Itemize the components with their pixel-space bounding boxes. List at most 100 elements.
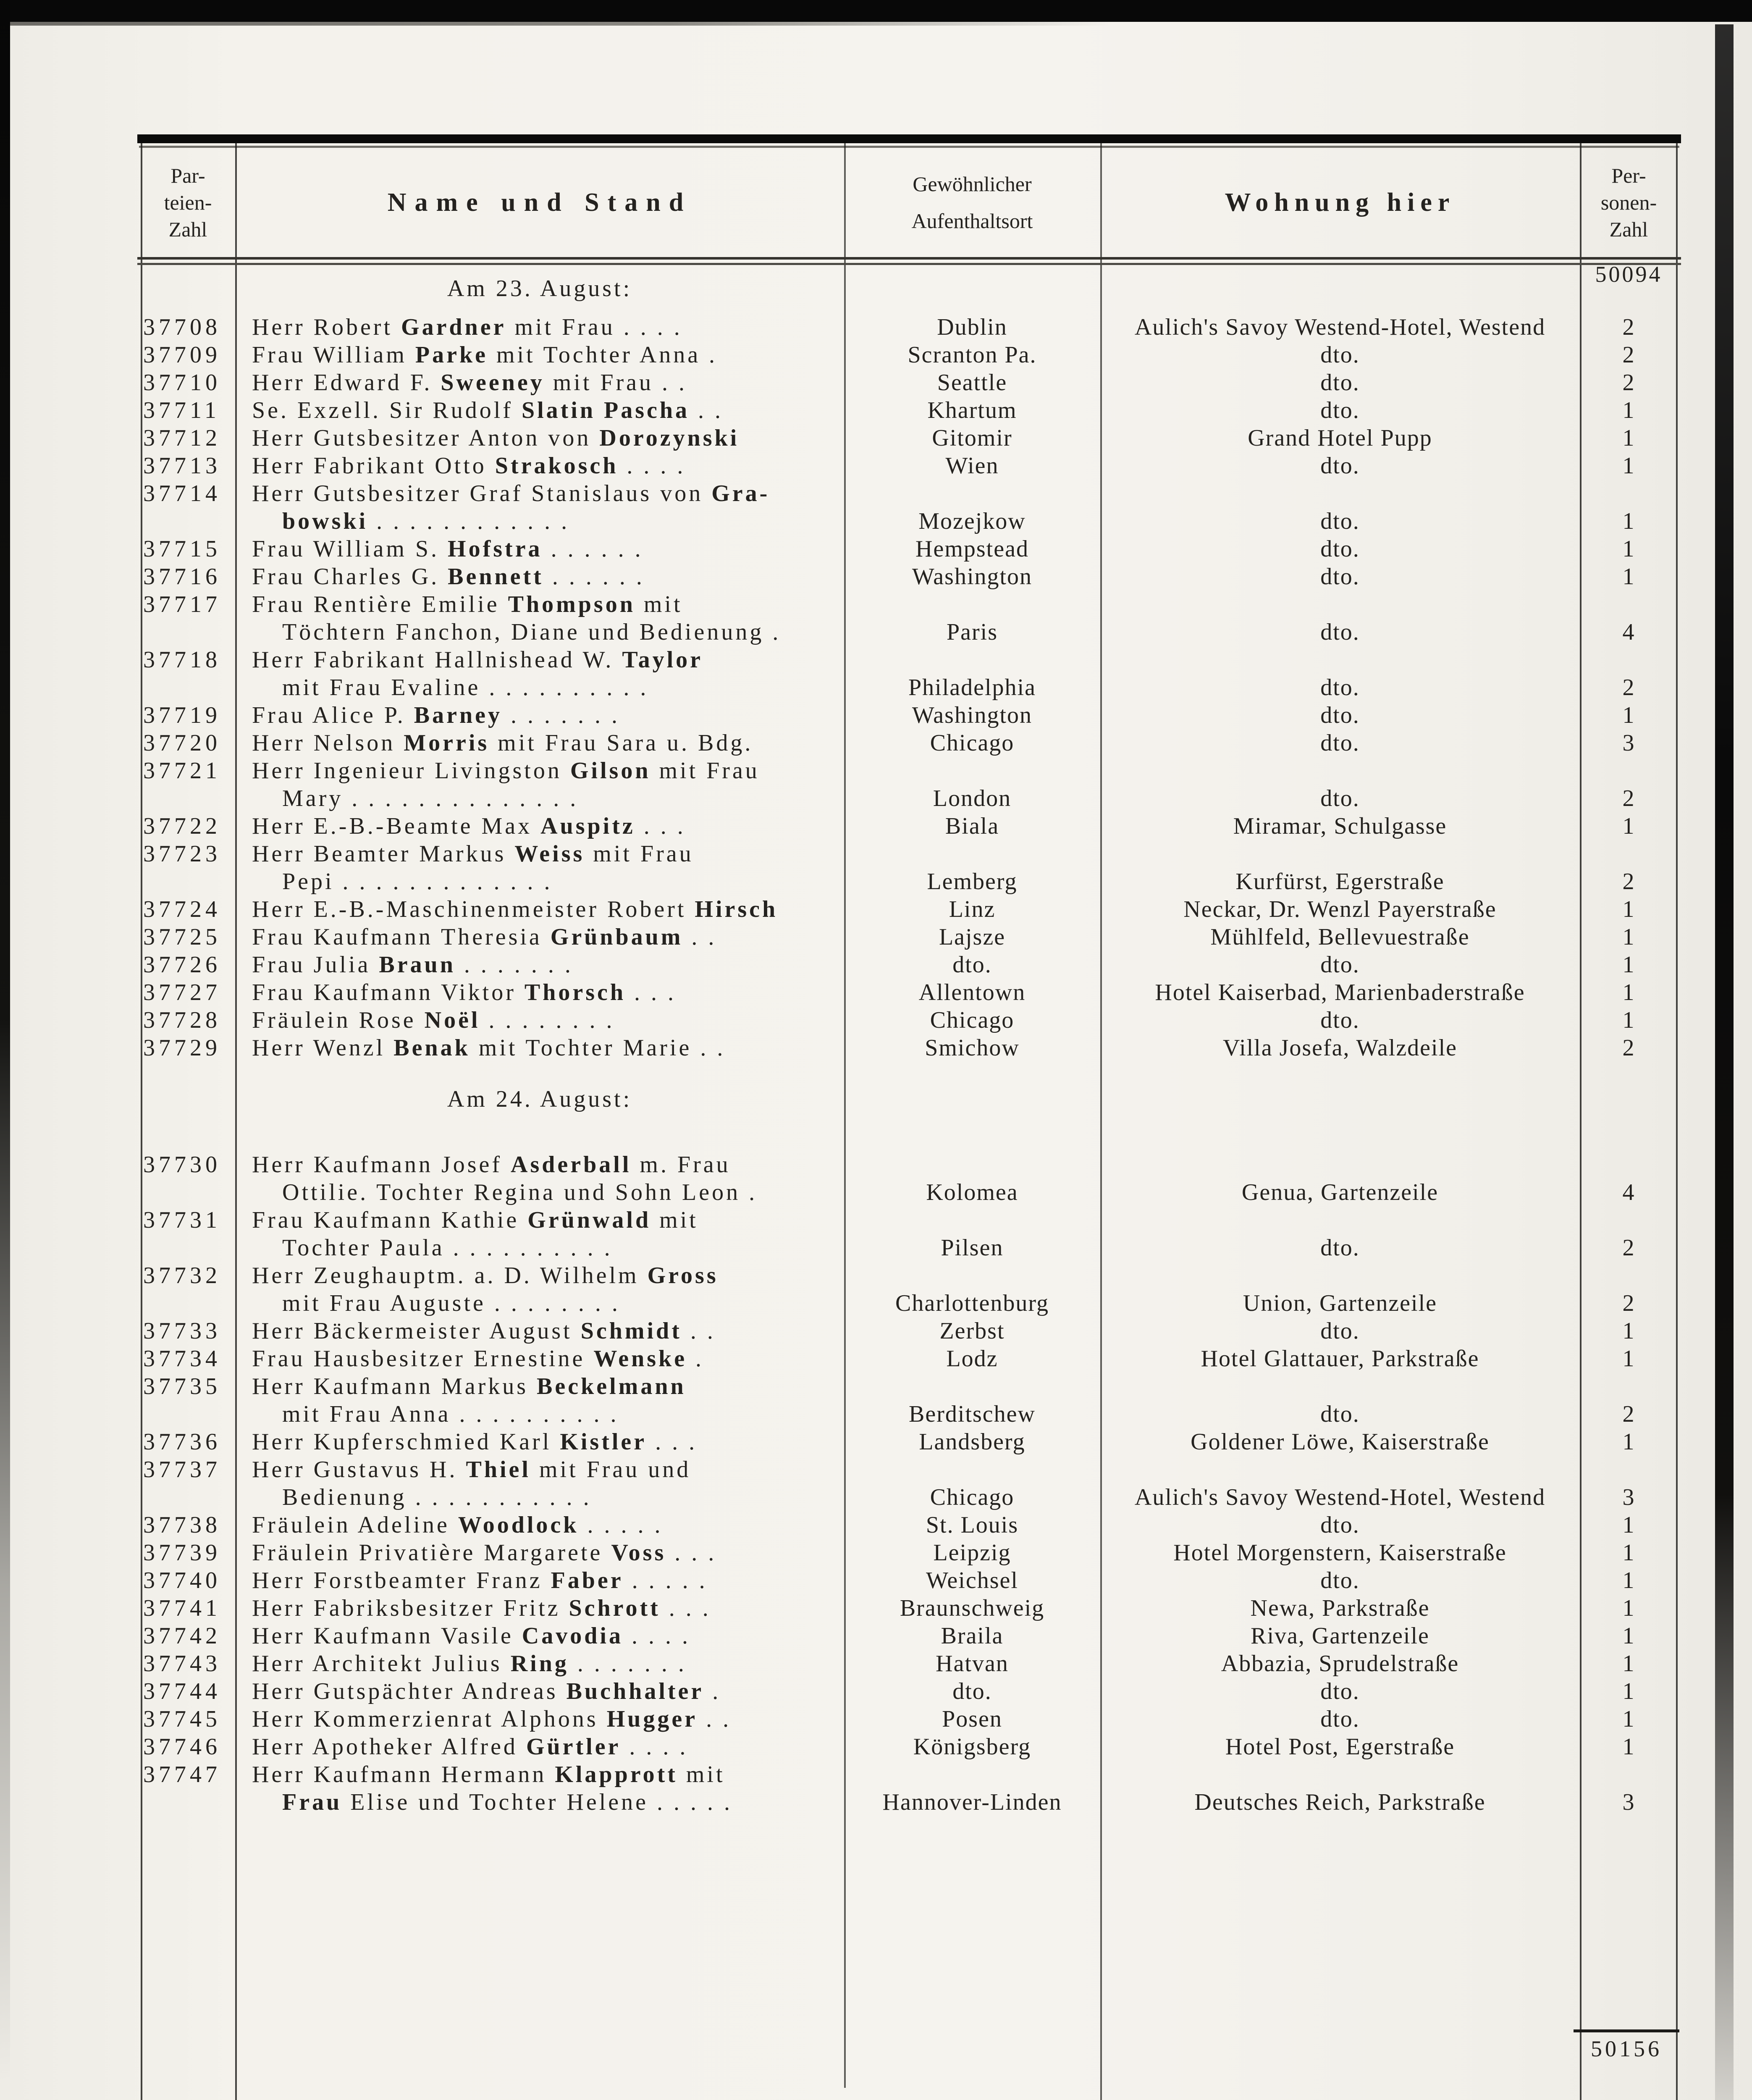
parteien-zahl-cell: 37714 xyxy=(143,480,221,507)
personen-zahl-cell: 1 xyxy=(1622,1651,1635,1677)
table-row: 37728 Fräulein Rose Noël . . . . . . . . C… xyxy=(141,1006,1678,1034)
name-line: Herr Architekt Julius Ring . . . . . . . xyxy=(252,1650,844,1677)
wohnung-cell: Mühlfeld, Bellevuestraße xyxy=(1210,924,1470,950)
table-row: 37708 Herr Robert Gardner mit Frau . . . … xyxy=(141,313,1678,341)
name-line: Herr Zeughauptm. a. D. Wilhelm Gross xyxy=(252,1262,844,1289)
name-text: . . . . . xyxy=(579,1512,663,1538)
name-cell: Frau William Parke mit Tochter Anna . xyxy=(235,341,844,369)
name-cell: Herr Fabriksbesitzer Fritz Schrott . . . xyxy=(235,1594,844,1622)
aufenthaltsort-cell: Smichow xyxy=(925,1035,1020,1061)
aufenthaltsort-cell: Paris xyxy=(947,619,998,645)
personen-zahl-cell: 1 xyxy=(1622,1623,1635,1649)
personen-zahl-cell: 1 xyxy=(1622,564,1635,590)
surname-bold: Barney xyxy=(414,702,502,728)
name-text: Herr Kaufmann Vasile xyxy=(252,1623,522,1649)
wohnung-cell: dto. xyxy=(1320,1235,1360,1261)
aufenthaltsort-cell: Seattle xyxy=(937,370,1007,396)
table-left-border xyxy=(141,143,142,2100)
name-text: Herr Beamter Markus xyxy=(252,841,515,867)
name-text: mit Frau Anna . . . . . . . . . . xyxy=(282,1401,619,1427)
header-label-line: Zahl xyxy=(168,218,207,241)
aufenthaltsort-cell: Allentown xyxy=(918,979,1026,1005)
name-cell: Frau Julia Braun . . . . . . . xyxy=(235,951,844,979)
surname-bold: Auspitz xyxy=(540,813,635,839)
name-text: Herr E.-B.-Beamte Max xyxy=(252,813,541,839)
name-cell: Herr Kaufmann Markus Beckelmann mit Frau … xyxy=(235,1373,844,1428)
name-text: . . . . . . . xyxy=(502,702,620,728)
surname-bold: Gürtler xyxy=(526,1734,621,1760)
name-line: Frau Elise und Tochter Helene . . . . . xyxy=(252,1788,844,1816)
wohnung-cell: Deutsches Reich, Parkstraße xyxy=(1194,1789,1486,1815)
name-line: Se. Exzell. Sir Rudolf Slatin Pascha . . xyxy=(252,396,844,424)
scan-edge-right xyxy=(1715,24,1734,2100)
name-line: Herr E.-B.-Beamte Max Auspitz . . . xyxy=(252,812,844,840)
name-text: Herr Nelson xyxy=(252,730,404,756)
name-cell: Herr E.-B.-Maschinenmeister Robert Hirsc… xyxy=(235,895,844,923)
name-cell: Herr Kupferschmied Karl Kistler . . . xyxy=(235,1428,844,1456)
name-line: Herr Kaufmann Vasile Cavodia . . . . xyxy=(252,1622,844,1650)
name-cell: Herr Kaufmann Vasile Cavodia . . . . xyxy=(235,1622,844,1650)
name-text: Herr Wenzl xyxy=(252,1035,394,1061)
surname-bold: Weiss xyxy=(514,841,585,867)
name-text: . xyxy=(704,1678,721,1704)
surname-bold: Voss xyxy=(611,1540,666,1566)
wohnung-cell: Newa, Parkstraße xyxy=(1250,1595,1430,1621)
surname-bold: Bennett xyxy=(448,564,544,590)
table-row: 37739 Fräulein Privatière Margarete Voss … xyxy=(141,1539,1678,1567)
wohnung-cell: dto. xyxy=(1320,564,1360,590)
name-text: Herr Gutsbesitzer Graf Stanislaus von xyxy=(252,480,712,507)
wohnung-cell: dto. xyxy=(1320,785,1360,811)
wohnung-cell: Neckar, Dr. Wenzl Payerstraße xyxy=(1183,896,1497,922)
surname-bold: Thiel xyxy=(466,1457,531,1483)
name-text: . . . . xyxy=(621,1734,688,1760)
parteien-zahl-cell: 37737 xyxy=(143,1457,221,1483)
surname-bold: Ring xyxy=(510,1651,569,1677)
name-line: Fräulein Rose Noël . . . . . . . . xyxy=(252,1006,844,1034)
table-right-border xyxy=(1676,143,1678,2100)
wohnung-cell: Hotel Kaiserbad, Marienbaderstraße xyxy=(1155,979,1525,1005)
aufenthaltsort-cell: Mozejkow xyxy=(918,508,1026,534)
name-line: Frau Hausbesitzer Ernestine Wenske . xyxy=(252,1345,844,1373)
personen-zahl-cell: 1 xyxy=(1622,952,1635,978)
personen-zahl-cell: 1 xyxy=(1622,1512,1635,1538)
personen-zahl-cell: 2 xyxy=(1622,675,1635,701)
parteien-zahl-cell: 37732 xyxy=(143,1263,221,1289)
name-text: Herr Architekt Julius xyxy=(252,1651,511,1677)
wohnung-cell: Union, Gartenzeile xyxy=(1243,1290,1437,1316)
personen-zahl-cell: 4 xyxy=(1622,619,1635,645)
personen-zahl-cell: 1 xyxy=(1622,1429,1635,1455)
wohnung-cell: dto. xyxy=(1320,1567,1360,1593)
name-text: mit Frau xyxy=(650,758,760,784)
wohnung-cell: dto. xyxy=(1320,675,1360,701)
name-cell: Herr Fabrikant Hallnishead W. Taylor mit … xyxy=(235,646,844,701)
name-line: Bedienung . . . . . . . . . . . xyxy=(252,1483,844,1511)
parteien-zahl-cell: 37744 xyxy=(143,1678,221,1704)
table-row: 37715 Frau William S. Hofstra . . . . . .… xyxy=(141,535,1678,563)
name-cell: Frau Alice P. Barney . . . . . . . xyxy=(235,701,844,729)
name-line: Frau William Parke mit Tochter Anna . xyxy=(252,341,844,369)
surname-bold: Benak xyxy=(393,1035,470,1061)
name-text: Herr Bäckermeister August xyxy=(252,1318,581,1344)
name-cell: Herr Bäckermeister August Schmidt . . xyxy=(235,1317,844,1345)
table-row: 37747 Herr Kaufmann Hermann Klapprott mit… xyxy=(141,1761,1678,1816)
aufenthaltsort-cell: Zerbst xyxy=(939,1318,1005,1344)
name-text: . . . . . . . . xyxy=(480,1007,615,1033)
name-text: Herr Ingenieur Livingston xyxy=(252,758,570,784)
name-cell: Frau Hausbesitzer Ernestine Wenske . xyxy=(235,1345,844,1373)
name-line: Herr Fabriksbesitzer Fritz Schrott . . . xyxy=(252,1594,844,1622)
name-text: Herr Gustavus H. xyxy=(252,1457,466,1483)
name-cell: Se. Exzell. Sir Rudolf Slatin Pascha . . xyxy=(235,396,844,424)
name-cell: Herr Gutspächter Andreas Buchhalter . xyxy=(235,1677,844,1705)
table-row: 37713 Herr Fabrikant Otto Strakosch . . .… xyxy=(141,452,1678,480)
wohnung-cell: Aulich's Savoy Westend-Hotel, Westend xyxy=(1134,314,1546,340)
wohnung-cell: Hotel Glattauer, Parkstraße xyxy=(1201,1346,1479,1372)
personen-zahl-cell: 2 xyxy=(1622,785,1635,811)
surname-bold: Asderball xyxy=(511,1152,632,1178)
table-row: 37738 Fräulein Adeline Woodlock . . . . .… xyxy=(141,1511,1678,1539)
personen-zahl-cell: 1 xyxy=(1622,1595,1635,1621)
personen-zahl-cell: 2 xyxy=(1622,869,1635,895)
header-label-line: Par- xyxy=(170,164,205,187)
wohnung-cell: dto. xyxy=(1320,1678,1360,1704)
wohnung-cell: dto. xyxy=(1320,453,1360,479)
name-cell: Herr Apotheker Alfred Gürtler . . . . xyxy=(235,1733,844,1761)
